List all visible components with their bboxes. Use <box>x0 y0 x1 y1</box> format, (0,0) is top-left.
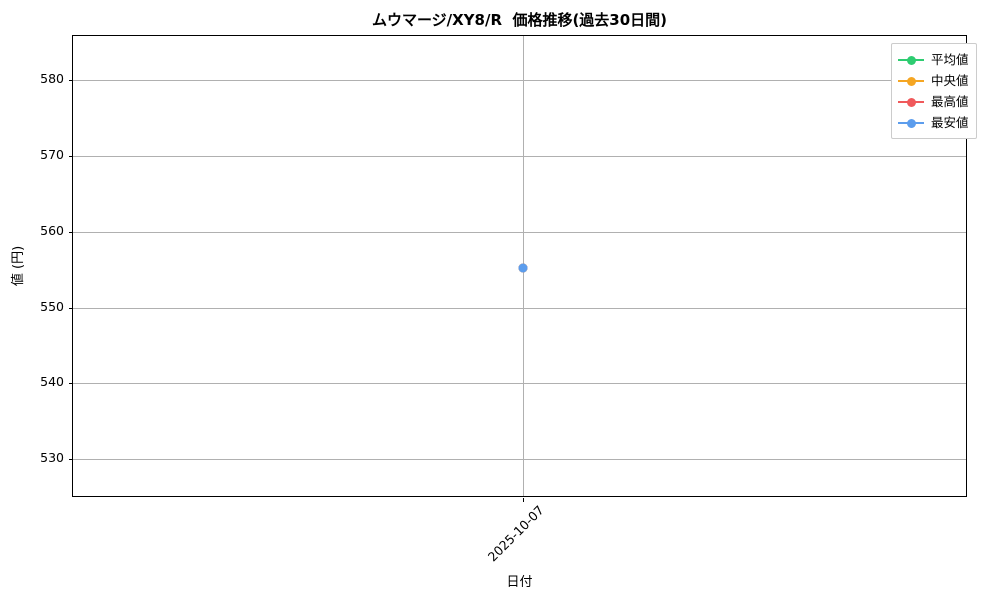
legend-label-median: 中央値 <box>931 72 969 88</box>
legend-swatch-max-icon <box>898 96 924 108</box>
ytick-mark-580 <box>69 80 73 81</box>
legend-swatch-median-icon <box>898 75 924 87</box>
ytick-mark-540 <box>69 383 73 384</box>
chart-title: ムウマージ/XY8/R 価格推移(過去30日間) <box>371 11 668 29</box>
ytick-mark-570 <box>69 156 73 157</box>
legend-label-average: 平均値 <box>931 51 969 67</box>
legend-item-max: 最高値 <box>898 91 969 112</box>
plot-area: 平均値 中央値 最高値 最安 <box>69 35 977 502</box>
gridline-540 <box>73 383 966 384</box>
ytick-label-580: 580 <box>40 71 64 86</box>
xtick-mark-2025-10-07 <box>523 498 524 502</box>
data-point-min <box>518 263 528 273</box>
legend-swatch-average-icon <box>898 54 924 66</box>
ytick-label-540: 540 <box>40 374 64 389</box>
gridline-550 <box>73 308 966 309</box>
gridline-580 <box>73 80 966 81</box>
legend-item-min: 最安値 <box>898 112 969 133</box>
y-axis-label: 値 (円) <box>11 245 26 287</box>
legend-item-average: 平均値 <box>898 49 969 70</box>
ytick-label-560: 560 <box>40 223 64 238</box>
gridline-570 <box>73 156 966 157</box>
ytick-label-570: 570 <box>40 147 64 162</box>
legend-label-max: 最高値 <box>931 93 969 109</box>
xtick-label-2025-10-07: 2025-10-07 <box>484 502 547 565</box>
ytick-mark-550 <box>69 308 73 309</box>
ytick-mark-560 <box>69 232 73 233</box>
ytick-label-530: 530 <box>40 450 64 465</box>
chart-legend: 平均値 中央値 最高値 最安 <box>891 43 977 139</box>
gridline-530 <box>73 459 966 460</box>
gridline-560 <box>73 232 966 233</box>
ytick-label-550: 550 <box>40 299 64 314</box>
plot-inner <box>73 36 966 496</box>
ytick-mark-530 <box>69 459 73 460</box>
legend-item-median: 中央値 <box>898 70 969 91</box>
legend-swatch-min-icon <box>898 117 924 129</box>
x-axis-label: 日付 <box>506 575 533 590</box>
legend-label-min: 最安値 <box>931 114 969 130</box>
